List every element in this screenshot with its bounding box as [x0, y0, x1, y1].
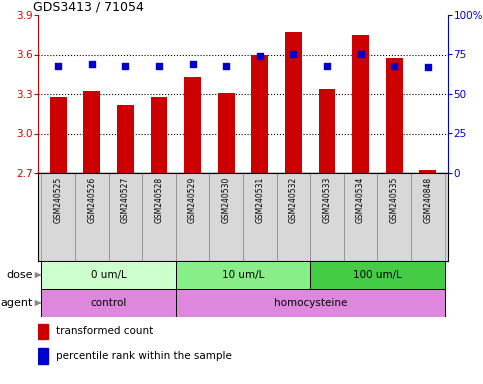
Text: homocysteine: homocysteine — [273, 298, 347, 308]
Bar — [184, 77, 201, 173]
Point — [54, 63, 62, 69]
Text: percentile rank within the sample: percentile rank within the sample — [57, 351, 232, 361]
Text: GDS3413 / 71054: GDS3413 / 71054 — [33, 0, 144, 13]
Point — [323, 63, 331, 69]
Bar — [377, 173, 411, 261]
Point — [88, 61, 96, 67]
Bar — [285, 32, 302, 173]
Text: GSM240532: GSM240532 — [289, 177, 298, 223]
Bar — [42, 261, 176, 289]
Text: GSM240535: GSM240535 — [390, 177, 399, 223]
Text: GSM240531: GSM240531 — [256, 177, 264, 223]
Point — [390, 63, 398, 69]
Text: GSM240526: GSM240526 — [87, 177, 96, 223]
Bar — [38, 324, 48, 339]
Bar — [252, 55, 268, 173]
Bar — [411, 173, 445, 261]
Bar — [218, 93, 235, 173]
Point — [222, 63, 230, 69]
Bar — [142, 173, 176, 261]
Bar — [344, 173, 377, 261]
Text: GSM240848: GSM240848 — [423, 177, 432, 223]
Bar — [117, 104, 134, 173]
Point — [122, 63, 129, 69]
Text: GSM240527: GSM240527 — [121, 177, 130, 223]
Text: GSM240533: GSM240533 — [323, 177, 331, 223]
Bar — [75, 173, 109, 261]
Bar — [319, 89, 335, 173]
Text: 100 um/L: 100 um/L — [353, 270, 402, 280]
Text: transformed count: transformed count — [57, 326, 154, 336]
Text: control: control — [90, 298, 127, 308]
Bar — [50, 97, 67, 173]
Bar — [419, 170, 436, 173]
Text: agent: agent — [1, 298, 33, 308]
Bar — [42, 173, 75, 261]
Text: GSM240525: GSM240525 — [54, 177, 63, 223]
Text: 0 um/L: 0 um/L — [91, 270, 127, 280]
Bar — [310, 173, 344, 261]
Bar — [352, 35, 369, 173]
Text: 10 um/L: 10 um/L — [222, 270, 264, 280]
Bar — [243, 173, 277, 261]
Point — [155, 63, 163, 69]
Text: dose: dose — [7, 270, 33, 280]
Text: GSM240534: GSM240534 — [356, 177, 365, 223]
Point — [424, 64, 432, 70]
Text: GSM240530: GSM240530 — [222, 177, 231, 223]
Bar — [277, 173, 310, 261]
Point — [256, 53, 264, 59]
Bar — [84, 91, 100, 173]
Bar — [176, 173, 210, 261]
Text: GSM240529: GSM240529 — [188, 177, 197, 223]
Point — [289, 51, 297, 58]
Bar — [310, 261, 445, 289]
Text: GSM240528: GSM240528 — [155, 177, 163, 223]
Point — [357, 51, 365, 58]
Bar — [109, 173, 142, 261]
Bar — [386, 58, 403, 173]
Bar — [38, 348, 48, 364]
Bar — [176, 289, 445, 317]
Point — [189, 61, 197, 67]
Bar — [151, 97, 168, 173]
Bar — [176, 261, 310, 289]
Bar — [210, 173, 243, 261]
Bar — [42, 289, 176, 317]
